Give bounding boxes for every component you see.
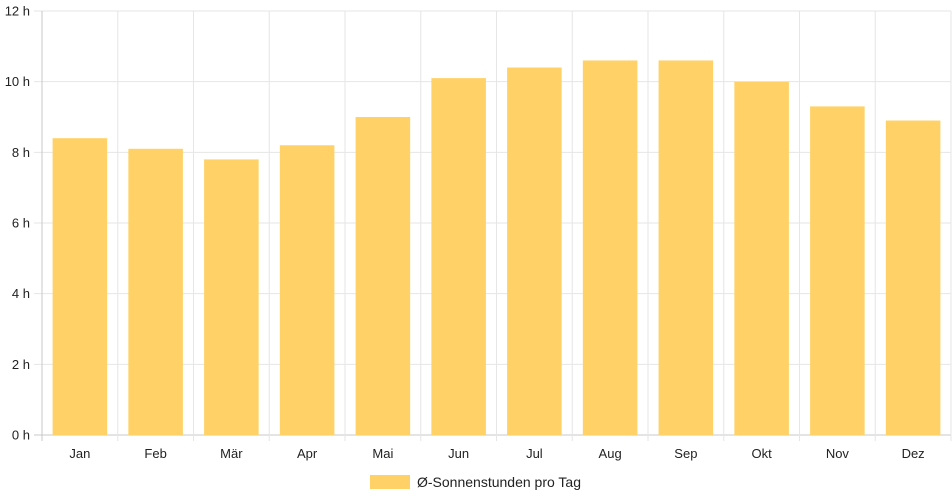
bar-aug[interactable] [582, 60, 638, 435]
y-tick-label: 10 h [5, 74, 30, 89]
x-tick-label: Dez [902, 446, 925, 461]
y-tick-label: 4 h [12, 286, 30, 301]
x-tick-label: Mär [220, 446, 243, 461]
bar-mär[interactable] [204, 159, 259, 435]
grid-layer [34, 10, 952, 441]
y-tick-label: 0 h [12, 428, 30, 443]
x-tick-label: Jan [69, 446, 90, 461]
bar-feb[interactable] [128, 148, 183, 436]
legend-swatch [370, 475, 410, 489]
x-tick-label: Apr [297, 446, 318, 461]
y-tick-label: 6 h [12, 216, 30, 231]
bar-mai[interactable] [355, 117, 411, 435]
legend-label: Ø-Sonnenstunden pro Tag [417, 474, 581, 490]
bar-jul[interactable] [507, 67, 562, 436]
x-tick-label: Jun [448, 446, 469, 461]
bar-apr[interactable] [279, 145, 335, 435]
x-tick-label: Jul [526, 446, 543, 461]
bar-jan[interactable] [52, 138, 108, 435]
x-tick-label: Mai [372, 446, 393, 461]
bar-nov[interactable] [810, 106, 865, 436]
y-tick-label: 8 h [12, 145, 30, 160]
y-tick-label: 12 h [5, 4, 30, 19]
axis-layer: 0 h 2 h 4 h 6 h 8 h 10 h 12 h Jan Feb Mär Apr Mai Ju… [5, 4, 925, 462]
x-tick-label: Okt [752, 446, 773, 461]
x-tick-label: Nov [826, 446, 850, 461]
bar-sep[interactable] [658, 60, 714, 435]
x-tick-label: Aug [599, 446, 622, 461]
bar-jun[interactable] [431, 78, 486, 435]
bar-dez[interactable] [885, 120, 941, 436]
y-tick-label: 2 h [12, 357, 30, 372]
x-tick-label: Feb [144, 446, 166, 461]
bar-layer [52, 60, 941, 436]
legend[interactable]: Ø-Sonnenstunden pro Tag [370, 474, 581, 490]
bar-okt[interactable] [734, 81, 789, 436]
x-tick-label: Sep [674, 446, 697, 461]
